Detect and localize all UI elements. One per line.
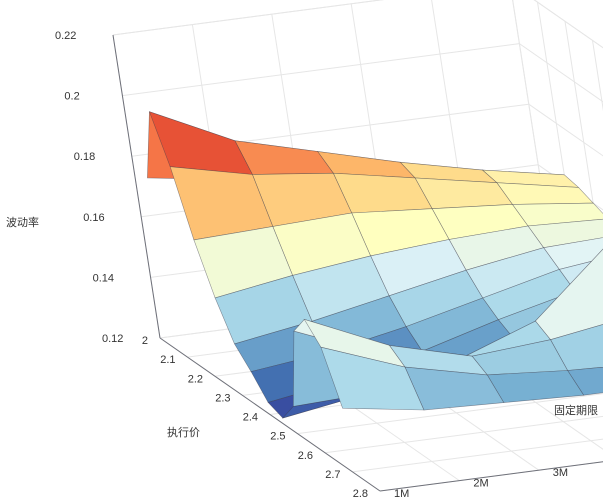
- grid-line-back-z: [533, 0, 603, 49]
- z-tick-label: 0.16: [83, 212, 104, 224]
- grid-line-floor-x: [379, 461, 603, 492]
- y-tick-label: 2M: [473, 478, 488, 490]
- x-tick-label: 2.5: [270, 431, 285, 443]
- axes: [112, 34, 603, 492]
- x-tick-label: 2.7: [325, 469, 340, 481]
- grid-line-back-x: [564, 21, 603, 270]
- grid-frame-top-side: [112, 0, 385, 36]
- grid-line-floor-x: [324, 415, 603, 454]
- grid-line-side-z: [122, 43, 520, 97]
- z-tick-label: 0.18: [74, 151, 95, 163]
- y-tick-label: 1M: [394, 488, 409, 500]
- z-axis-line: [112, 34, 161, 339]
- z-tick-label: 0.14: [93, 272, 114, 284]
- grid-line-back-z: [528, 103, 603, 157]
- tick-labels: 0.12 0.14 0.16 0.18 0.2 0.22 2 2.1 2.2 2.3 2.4 2.5 2…: [55, 30, 568, 500]
- surface-cell: [496, 182, 594, 205]
- x-tick-label: 2.1: [160, 354, 175, 366]
- x-tick-label: 2.8: [353, 488, 368, 500]
- surface-cell: [320, 346, 425, 411]
- grid-line-side-z: [112, 0, 385, 36]
- x-tick-label: 2.4: [243, 412, 258, 424]
- grid-frame-top-back: [533, 0, 603, 49]
- x-tick-label: 2: [142, 335, 148, 347]
- y-axis-title: 固定期限: [554, 403, 598, 417]
- y-tick-label: 3M: [553, 467, 568, 479]
- z-tick-label: 0.12: [102, 333, 123, 345]
- x-axis-title: 执行价: [167, 425, 200, 439]
- grid-line-floor-x: [352, 438, 603, 473]
- surface-mesh[interactable]: [147, 111, 603, 419]
- x-tick-label: 2.6: [298, 450, 313, 462]
- grid-line-back-z: [519, 43, 603, 103]
- z-axis-title: 波动率: [6, 215, 39, 229]
- y-axis-line: [379, 461, 603, 492]
- x-axis-line: [159, 337, 381, 492]
- x-tick-label: 2.3: [215, 392, 230, 404]
- x-tick-label: 2.2: [188, 373, 203, 385]
- grid-line-floor-x: [297, 393, 603, 435]
- z-tick-label: 0.2: [64, 91, 79, 103]
- z-tick-label: 0.22: [55, 30, 76, 42]
- grid-line-back-x: [592, 40, 603, 112]
